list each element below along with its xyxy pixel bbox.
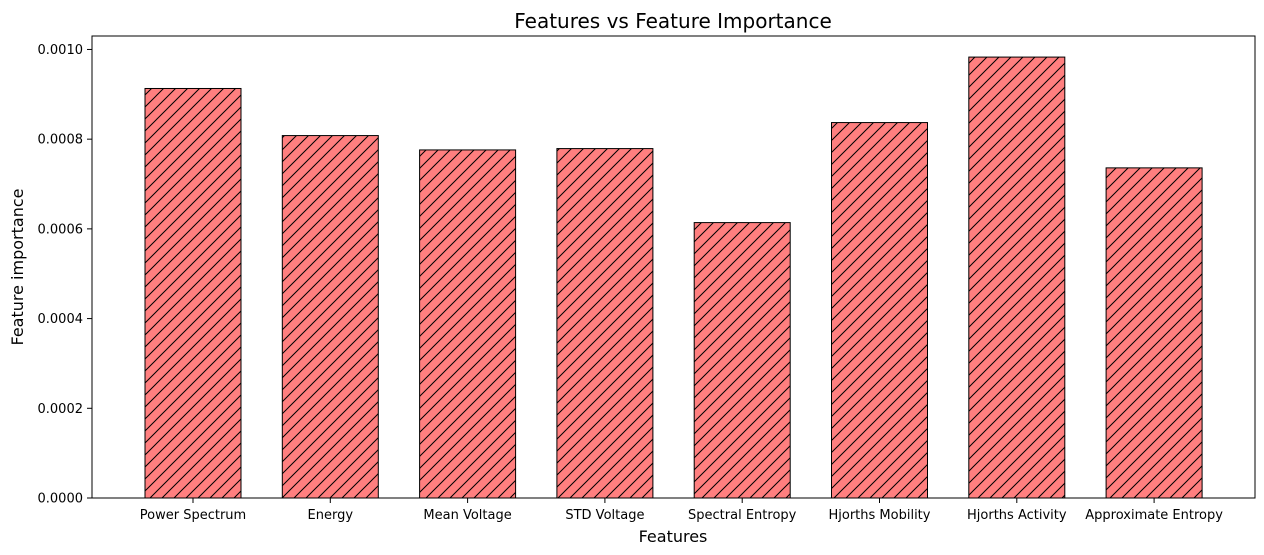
bar-hatch xyxy=(693,222,791,499)
x-tick-label: Power Spectrum xyxy=(140,508,246,523)
x-tick-label: Energy xyxy=(308,508,354,523)
y-axis: 0.0000 0.0002 0.0004 0.0006 0.0008 0.0010 xyxy=(38,43,92,507)
y-tick-label: 0.0008 xyxy=(38,133,84,148)
bar-hatch xyxy=(831,122,928,499)
x-tick-label: Hjorths Mobility xyxy=(829,508,931,523)
x-tick-label: Hjorths Activity xyxy=(967,508,1067,523)
x-axis-label: Features xyxy=(639,527,708,546)
bar-hatch xyxy=(281,135,379,499)
x-tick-label: Spectral Entropy xyxy=(688,508,797,523)
bar-hatch xyxy=(419,149,517,499)
x-tick-label: Mean Voltage xyxy=(423,508,511,523)
y-tick-label: 0.0004 xyxy=(38,312,84,327)
bar-hatch xyxy=(144,87,242,499)
y-tick-label: 0.0010 xyxy=(38,43,84,58)
x-tick-label: STD Voltage xyxy=(565,508,644,523)
plot-frame xyxy=(91,35,1256,499)
y-tick-label: 0.0006 xyxy=(38,222,84,237)
x-tick-label: Approximate Entropy xyxy=(1085,508,1223,523)
bar-hatch xyxy=(556,148,654,499)
y-tick-label: 0.0000 xyxy=(38,492,84,507)
chart-title: Features vs Feature Importance xyxy=(514,9,832,33)
bar-hatch xyxy=(1105,167,1203,499)
y-axis-label: Feature importance xyxy=(8,189,27,346)
x-axis: Power Spectrum Energy Mean Voltage STD Volt… xyxy=(140,498,1223,523)
bar-hatch xyxy=(968,56,1066,499)
y-tick-label: 0.0002 xyxy=(38,402,84,417)
bars-group xyxy=(144,56,1203,499)
